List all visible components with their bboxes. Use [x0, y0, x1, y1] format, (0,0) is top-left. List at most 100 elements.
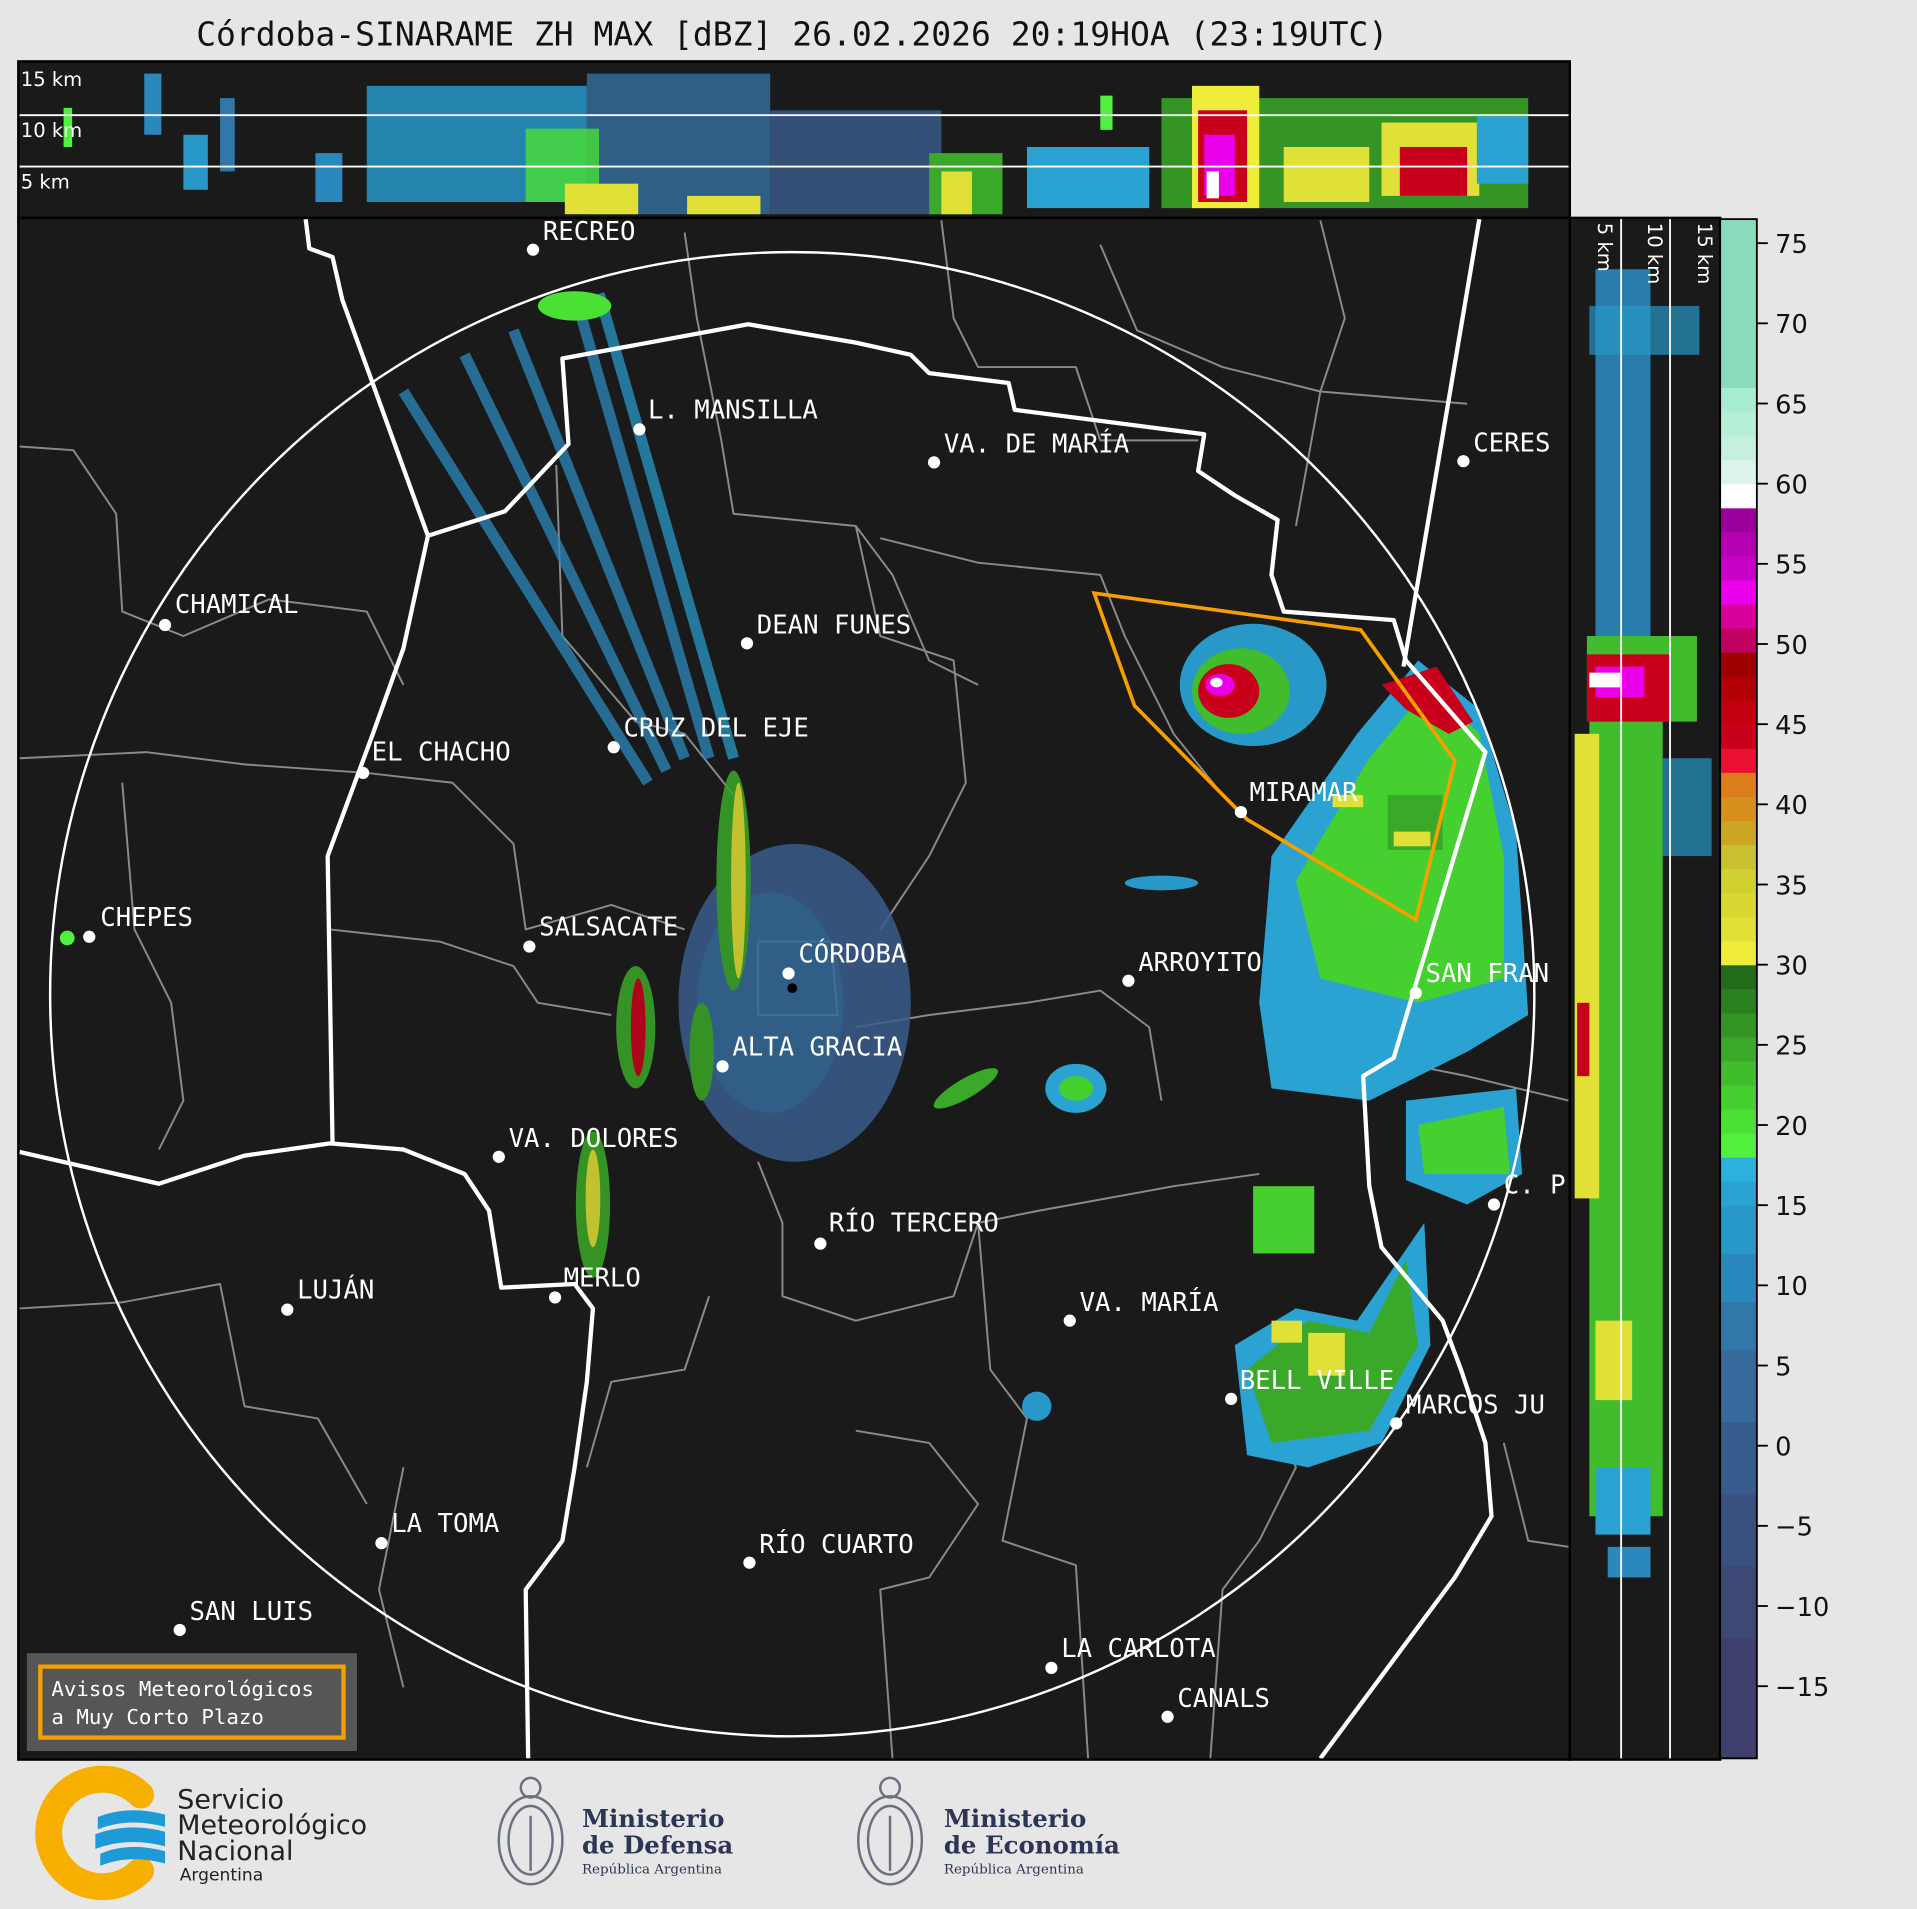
height-label-5km: 5 km	[21, 171, 70, 194]
city-alta-gracia[interactable]: ALTA GRACIA	[716, 1032, 902, 1073]
colorbar-band	[1720, 1565, 1757, 1639]
side-height-label-15km: 15 km	[1693, 223, 1716, 284]
svg-text:de Defensa: de Defensa	[582, 1831, 733, 1860]
colorbar-band	[1720, 892, 1757, 918]
city-salsacate[interactable]: SALSACATE	[523, 913, 678, 953]
colorbar-band	[1720, 1036, 1757, 1062]
svg-text:CERES: CERES	[1473, 428, 1550, 458]
svg-text:LUJÁN: LUJÁN	[297, 1274, 374, 1306]
svg-text:de Economía: de Economía	[944, 1831, 1120, 1860]
top-cross-section-panel: 15 km 10 km 5 km	[17, 60, 1572, 220]
city-chepes[interactable]: CHEPES	[83, 903, 193, 943]
colorbar-band	[1720, 748, 1757, 773]
city-va-dolores[interactable]: VA. DOLORES	[492, 1124, 679, 1163]
city-l-mansilla[interactable]: L. MANSILLA	[633, 395, 818, 436]
city-rio-cuarto[interactable]: RÍO CUARTO	[743, 1528, 914, 1569]
colorbar-band	[1720, 940, 1757, 966]
storm-central-east	[933, 875, 1199, 1421]
colorbar-band	[1720, 796, 1757, 821]
colorbar-band	[1720, 1084, 1757, 1110]
province-borders	[19, 219, 1494, 1759]
storm-east	[1259, 660, 1529, 1101]
radar-map[interactable]: RECREO L. MANSILLA VA. DE MARÍA CERES CH…	[17, 216, 1572, 1761]
radar-echoes	[59, 291, 1529, 1468]
colorbar-tick-label: −5	[1775, 1513, 1813, 1543]
height-label-15km: 15 km	[21, 68, 82, 91]
svg-text:LA CARLOTA: LA CARLOTA	[1061, 1634, 1215, 1664]
city-cruz-del-eje[interactable]: CRUZ DEL EJE	[607, 713, 809, 754]
warning-polygon[interactable]	[1091, 590, 1457, 923]
colorbar-band	[1720, 507, 1757, 533]
city-el-chacho[interactable]: EL CHACHO	[356, 738, 511, 780]
city-va-de-maria[interactable]: VA. DE MARÍA	[927, 428, 1129, 469]
colorbar-band	[1720, 916, 1757, 942]
svg-text:Ministerio: Ministerio	[582, 1804, 724, 1833]
city-lujan[interactable]: LUJÁN	[281, 1274, 374, 1316]
colorbar-band	[1720, 844, 1757, 870]
city-dean-funes[interactable]: DEAN FUNES	[740, 611, 911, 650]
svg-text:Ministerio: Ministerio	[944, 1804, 1086, 1833]
colorbar-band	[1720, 1133, 1757, 1158]
colorbar-band	[1720, 1301, 1757, 1351]
colorbar-tick-label: 65	[1775, 390, 1808, 420]
colorbar-tick-label: 50	[1775, 631, 1808, 661]
svg-text:MARCOS JU: MARCOS JU	[1406, 1391, 1545, 1421]
city-ceres[interactable]: CERES	[1457, 428, 1550, 468]
city-bell-ville[interactable]: BELL VILLE	[1225, 1366, 1394, 1406]
warning-info-box[interactable]: Avisos Meteorológicos a Muy Corto Plazo	[26, 1653, 357, 1752]
coat-of-arms-icon	[497, 1776, 564, 1886]
city-rio-tercero[interactable]: RÍO TERCERO	[814, 1206, 999, 1250]
city-recreo[interactable]: RECREO	[526, 217, 636, 256]
ground-clutter	[575, 770, 911, 1278]
svg-text:ARROYITO: ARROYITO	[1138, 948, 1262, 978]
warning-box-line1: Avisos Meteorológicos	[51, 1677, 314, 1701]
colorbar-tick-label: 0	[1775, 1432, 1791, 1462]
colorbar-tick-label: 20	[1775, 1112, 1808, 1142]
city-miramar[interactable]: MIRAMAR	[1234, 778, 1358, 819]
colorbar-band	[1720, 964, 1757, 990]
colorbar-band	[1720, 219, 1757, 389]
svg-text:BELL VILLE: BELL VILLE	[1240, 1366, 1394, 1396]
colorbar-band	[1720, 1205, 1757, 1254]
city-chamical[interactable]: CHAMICAL	[158, 590, 298, 632]
svg-text:L. MANSILLA: L. MANSILLA	[648, 395, 818, 425]
svg-text:RECREO: RECREO	[543, 217, 636, 247]
colorbar-band	[1720, 676, 1757, 701]
city-c-p[interactable]: C. P	[1487, 1171, 1566, 1211]
svg-text:MERLO: MERLO	[564, 1263, 641, 1293]
svg-text:VA. MARÍA: VA. MARÍA	[1080, 1286, 1219, 1318]
city-cordoba[interactable]: CÓRDOBA	[782, 937, 906, 980]
svg-text:SAN FRAN: SAN FRAN	[1426, 959, 1550, 989]
city-canals[interactable]: CANALS	[1161, 1684, 1270, 1723]
colorbar-band	[1720, 1349, 1757, 1423]
colorbar-band	[1720, 387, 1757, 413]
side-cross-section-panel: 5 km 10 km 15 km	[1568, 216, 1722, 1761]
city-san-luis[interactable]: SAN LUIS	[173, 1597, 313, 1637]
city-va-maria[interactable]: VA. MARÍA	[1063, 1286, 1219, 1327]
city-san-francisco[interactable]: SAN FRAN	[1409, 959, 1550, 1000]
colorbar-band	[1720, 531, 1757, 557]
range-ring	[48, 250, 1536, 1738]
svg-text:DEAN FUNES: DEAN FUNES	[757, 611, 911, 641]
svg-text:Argentina: Argentina	[180, 1866, 263, 1886]
coat-of-arms-icon	[857, 1776, 924, 1886]
colorbar-tick-label: 35	[1775, 871, 1808, 901]
colorbar-band	[1720, 1421, 1757, 1495]
city-markers: RECREO L. MANSILLA VA. DE MARÍA CERES CH…	[83, 217, 1566, 1723]
city-merlo[interactable]: MERLO	[548, 1263, 641, 1304]
colorbar-band	[1720, 820, 1757, 846]
svg-text:Servicio: Servicio	[177, 1784, 284, 1815]
city-arroyito[interactable]: ARROYITO	[1122, 948, 1262, 987]
colorbar-band	[1720, 603, 1757, 629]
colorbar-band	[1720, 772, 1757, 797]
city-la-toma[interactable]: LA TOMA	[375, 1509, 499, 1550]
city-marcos-juarez[interactable]: MARCOS JU	[1390, 1391, 1545, 1430]
svg-text:Nacional: Nacional	[177, 1836, 293, 1867]
warning-box-line2: a Muy Corto Plazo	[51, 1705, 264, 1729]
svg-text:Meteorológico: Meteorológico	[177, 1810, 367, 1841]
colorbar-band	[1720, 724, 1757, 749]
city-la-carlota[interactable]: LA CARLOTA	[1045, 1634, 1216, 1674]
svg-text:RÍO CUARTO: RÍO CUARTO	[759, 1528, 913, 1560]
colorbar-band	[1720, 1253, 1757, 1302]
